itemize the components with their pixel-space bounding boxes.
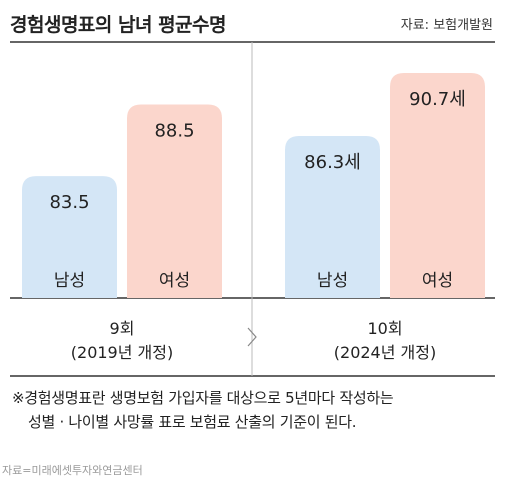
series-label-female-1: 여성: [159, 271, 190, 291]
footnote: ※경험생명표란 생명보험 가입자를 대상으로 5년마다 작성하는 성별 · 나이…: [12, 386, 394, 434]
value-label-female-2: 90.7세: [409, 89, 466, 110]
credit-label: 자료=미래에셋투자와연금센터: [2, 464, 143, 477]
value-label-male-2: 86.3세: [304, 152, 361, 173]
series-label-male-2: 남성: [317, 271, 348, 291]
bar-female-1: [127, 104, 222, 298]
category-sublabel-2: (2024년 개정): [334, 343, 436, 362]
value-label-male-1: 83.5: [49, 192, 89, 213]
bar-male-1: [22, 176, 117, 298]
bar-male-2: [285, 136, 380, 298]
series-label-female-2: 여성: [422, 271, 453, 291]
value-label-female-1: 88.5: [154, 121, 194, 142]
chart-title: 경험생명표의 남녀 평균수명: [10, 14, 227, 36]
footnote-line-1: ※경험생명표란 생명보험 가입자를 대상으로 5년마다 작성하는: [12, 389, 394, 407]
category-label-2: 10회: [367, 319, 402, 338]
divider-chevron-icon: [247, 327, 257, 347]
footnote-line-2: 성별 · 나이별 사망률 표로 보험료 산출의 기준이 된다.: [28, 413, 357, 431]
category-sublabel-1: (2019년 개정): [71, 343, 173, 362]
source-label: 자료: 보험개발원: [400, 18, 493, 33]
series-label-male-1: 남성: [54, 271, 85, 291]
category-label-1: 9회: [110, 319, 135, 338]
bar-female-2: [390, 72, 485, 298]
